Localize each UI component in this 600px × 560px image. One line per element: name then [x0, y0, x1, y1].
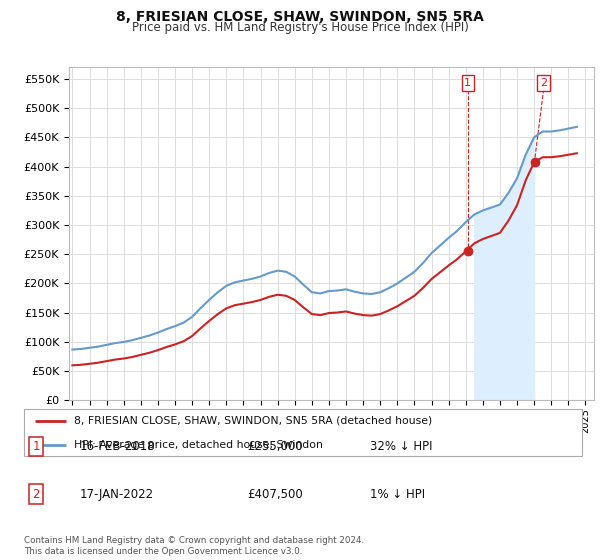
Text: 8, FRIESIAN CLOSE, SHAW, SWINDON, SN5 5RA (detached house): 8, FRIESIAN CLOSE, SHAW, SWINDON, SN5 5R… — [74, 416, 433, 426]
Text: 2: 2 — [540, 78, 547, 88]
Text: HPI: Average price, detached house, Swindon: HPI: Average price, detached house, Swin… — [74, 440, 323, 450]
Text: £255,000: £255,000 — [247, 440, 303, 453]
Text: Contains HM Land Registry data © Crown copyright and database right 2024.
This d: Contains HM Land Registry data © Crown c… — [24, 536, 364, 556]
Text: £407,500: £407,500 — [247, 488, 303, 501]
Text: 1% ↓ HPI: 1% ↓ HPI — [370, 488, 425, 501]
Text: 1: 1 — [464, 78, 471, 88]
Text: 16-FEB-2018: 16-FEB-2018 — [80, 440, 155, 453]
Text: 1: 1 — [32, 440, 40, 453]
Text: 17-JAN-2022: 17-JAN-2022 — [80, 488, 154, 501]
Text: 8, FRIESIAN CLOSE, SHAW, SWINDON, SN5 5RA: 8, FRIESIAN CLOSE, SHAW, SWINDON, SN5 5R… — [116, 10, 484, 24]
FancyBboxPatch shape — [24, 409, 582, 456]
Text: 32% ↓ HPI: 32% ↓ HPI — [370, 440, 433, 453]
Text: Price paid vs. HM Land Registry's House Price Index (HPI): Price paid vs. HM Land Registry's House … — [131, 21, 469, 34]
Text: 2: 2 — [32, 488, 40, 501]
